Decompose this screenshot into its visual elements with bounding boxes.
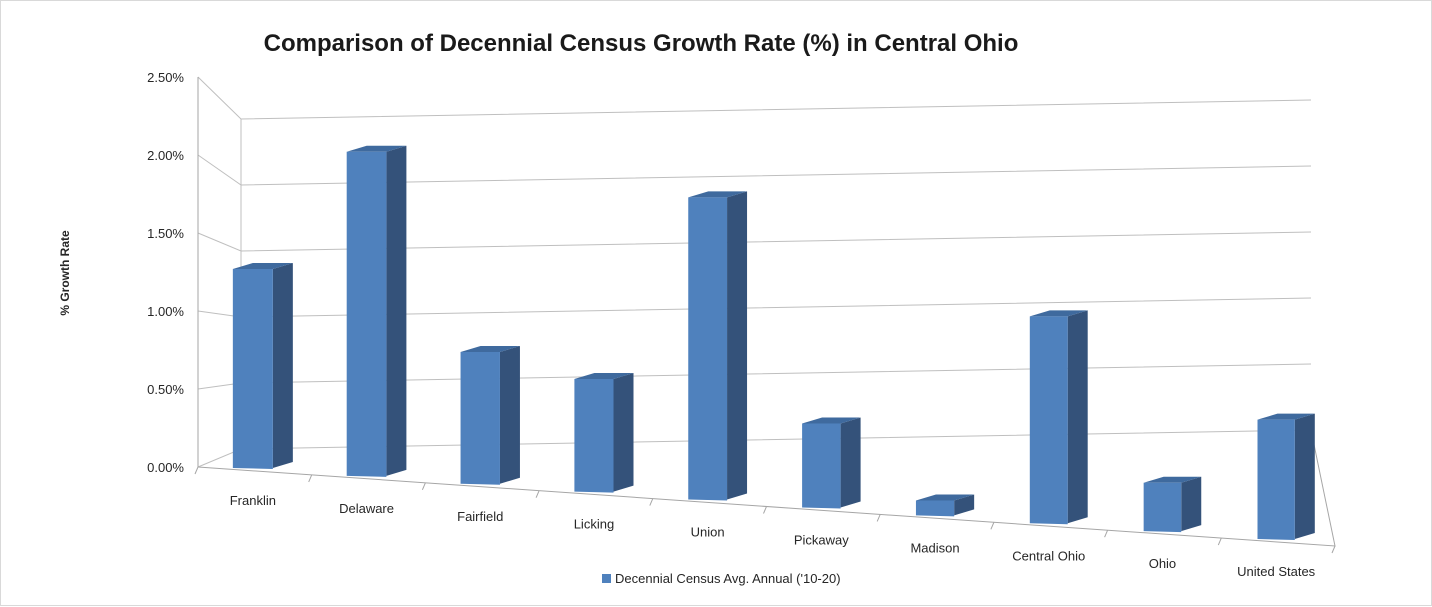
x-category-label: Franklin <box>230 493 276 508</box>
bar-top <box>1257 413 1315 420</box>
bar-front <box>1029 316 1068 525</box>
category-labels: Franklin Delaware Fairfield Licking Union Pic… <box>230 493 1316 579</box>
bar-front <box>1143 482 1182 533</box>
x-category-label: Central Ohio <box>1012 548 1085 563</box>
x-tick-mark <box>1217 537 1222 546</box>
bar-front <box>574 379 614 493</box>
legend: Decennial Census Avg. Annual ('10-20) <box>602 571 841 586</box>
x-category-label: Ohio <box>1149 556 1176 571</box>
bar-side <box>272 262 293 468</box>
bar-top <box>688 191 748 198</box>
bar-front <box>802 423 841 509</box>
x-tick-mark <box>1331 545 1336 554</box>
bar-side <box>727 191 748 500</box>
x-category-label: United States <box>1237 564 1316 579</box>
y-axis-label: % Growth Rate <box>58 230 72 316</box>
bar-top <box>232 262 293 269</box>
x-tick-mark <box>649 498 654 506</box>
y-tick-label: 1.00% <box>147 304 184 319</box>
y-tick-labels: 0.00% 0.50% 1.00% 1.50% 2.00% 2.50% <box>147 70 184 475</box>
bar-side <box>613 373 634 492</box>
bar-top <box>1143 476 1202 483</box>
bar-united-states <box>1257 413 1315 541</box>
x-category-label: Union <box>691 525 725 540</box>
legend-swatch <box>602 574 611 583</box>
bar-front <box>460 351 500 485</box>
y-tick-label: 1.50% <box>147 226 184 241</box>
bar-licking <box>574 373 634 493</box>
bar-front <box>688 197 728 501</box>
x-tick-mark <box>990 522 995 530</box>
y-tick-label: 0.50% <box>147 382 184 397</box>
x-tick-mark <box>763 506 767 514</box>
x-category-label: Pickaway <box>794 532 849 547</box>
bar-top <box>802 417 861 424</box>
x-tick-mark <box>1104 530 1109 538</box>
bar-side <box>1067 310 1088 524</box>
x-tick-mark <box>421 482 426 490</box>
bar-delaware <box>346 145 407 477</box>
bar-top <box>574 373 634 380</box>
bar-front <box>1257 419 1295 541</box>
y-tick-label: 2.00% <box>147 148 184 163</box>
bar-side <box>954 494 975 516</box>
chart-title: Comparison of Decennial Census Growth Ra… <box>264 30 1019 57</box>
bar-side <box>386 145 407 476</box>
bar-side <box>840 417 861 508</box>
x-category-label: Madison <box>910 540 959 555</box>
y-tick-label: 0.00% <box>147 460 184 475</box>
bar-side <box>1181 476 1202 532</box>
axes <box>194 77 1336 554</box>
bar-top <box>460 345 520 352</box>
legend-label: Decennial Census Avg. Annual ('10-20) <box>615 571 841 586</box>
bar-top <box>346 145 407 152</box>
bar-front <box>232 268 273 469</box>
y-tick-label: 2.50% <box>147 70 184 85</box>
x-tick-mark <box>535 490 540 498</box>
gridline <box>197 76 1312 120</box>
bar-top <box>915 494 975 501</box>
bar-front <box>346 151 387 477</box>
x-category-label: Licking <box>574 517 614 532</box>
bar-front <box>915 500 955 517</box>
bar-franklin <box>232 262 293 469</box>
bar-top <box>1029 310 1088 317</box>
x-tick-mark <box>308 474 313 483</box>
x-tick-mark <box>194 466 199 475</box>
bar-central-ohio <box>1029 310 1088 525</box>
x-tick-mark <box>876 514 881 522</box>
bar-fairfield <box>460 345 520 485</box>
x-category-label: Fairfield <box>457 509 503 524</box>
bar-side <box>1294 413 1315 540</box>
x-category-label: Delaware <box>339 501 394 516</box>
bar-union <box>688 191 748 501</box>
bar-pickaway <box>802 417 861 509</box>
bar-side <box>499 345 520 484</box>
bar-ohio <box>1143 476 1202 533</box>
bar-madison <box>915 494 975 517</box>
bars <box>232 145 1315 541</box>
